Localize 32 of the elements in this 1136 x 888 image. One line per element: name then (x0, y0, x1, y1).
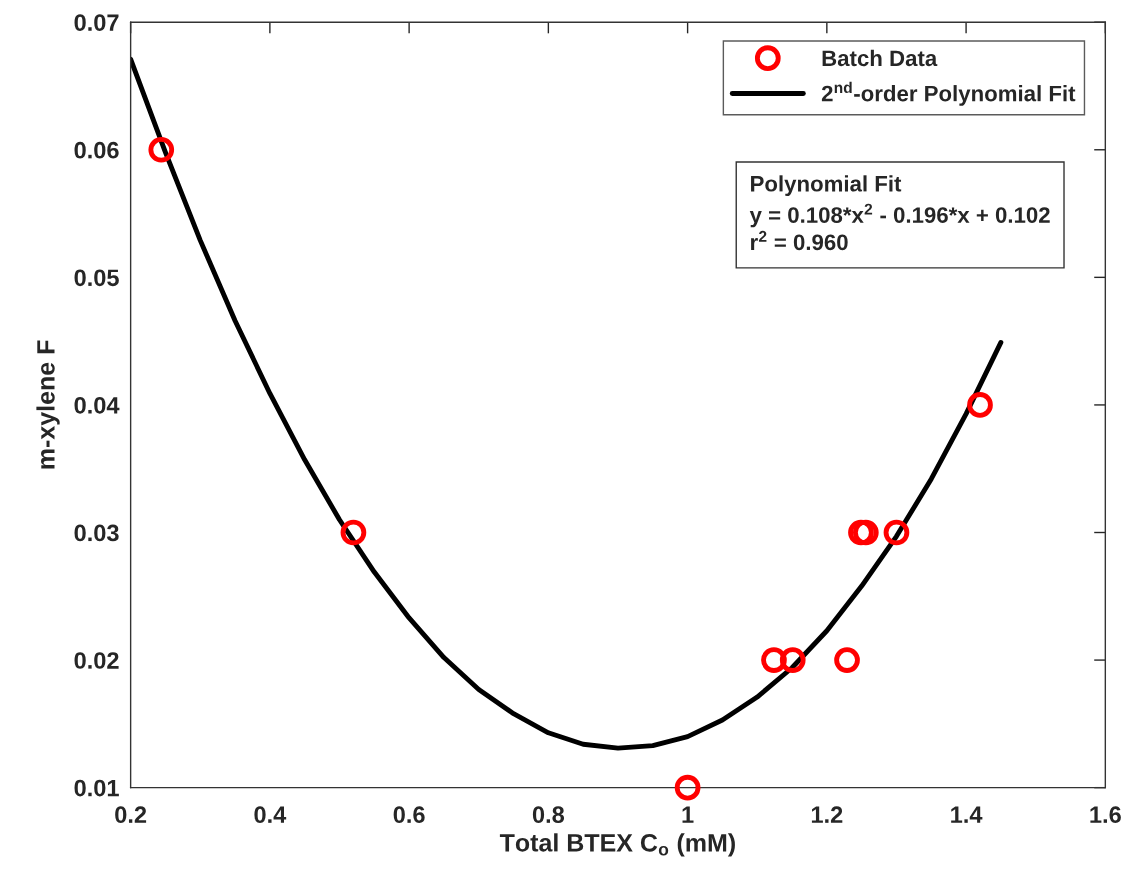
x-tick-label: 0.4 (254, 806, 287, 824)
point (852, 519, 879, 546)
y-tick-label: 0.04 (74, 397, 120, 414)
annotation: y = 0.108*x$^{2}$ - 0.196*x + 0.102 (749, 203, 1050, 228)
y-tick-label: 0.07 (74, 14, 119, 31)
x-tick-label: 0.6 (393, 806, 425, 824)
y-tick-label: 0.03 (74, 524, 119, 542)
legend-label: 2$^{nd}$-order Polynomial Fit (821, 81, 1076, 106)
point (967, 392, 993, 418)
y-tick-label: 0.06 (74, 141, 119, 159)
x-axis-title: Total BTEX C$_{o}$ (mM) (499, 833, 735, 857)
legend-label: Batch Data (822, 49, 938, 67)
y-axis-title: m-xylene F (36, 340, 60, 469)
x-tick-label: 1.2 (811, 806, 843, 823)
x-tick-label: 1.6 (1090, 806, 1121, 824)
point (848, 519, 874, 546)
point (674, 774, 701, 801)
point (340, 519, 367, 546)
x-tick-label: 1 (682, 806, 694, 823)
annotation: Polynomial Fit (751, 175, 902, 197)
point (148, 136, 175, 163)
x-tick-label: 0.8 (532, 806, 565, 824)
y-tick-label: 0.02 (74, 652, 119, 669)
point (761, 647, 787, 673)
x-tick-label: 0.2 (115, 806, 147, 824)
y-tick-label: 0.05 (74, 269, 119, 287)
point (834, 647, 860, 673)
x-tick-label: 1.4 (951, 806, 983, 823)
point (883, 519, 910, 546)
point (779, 647, 806, 673)
y-tick-label: 0.01 (74, 779, 119, 797)
annotation: r$^{2}$ = 0.960 (751, 230, 848, 251)
